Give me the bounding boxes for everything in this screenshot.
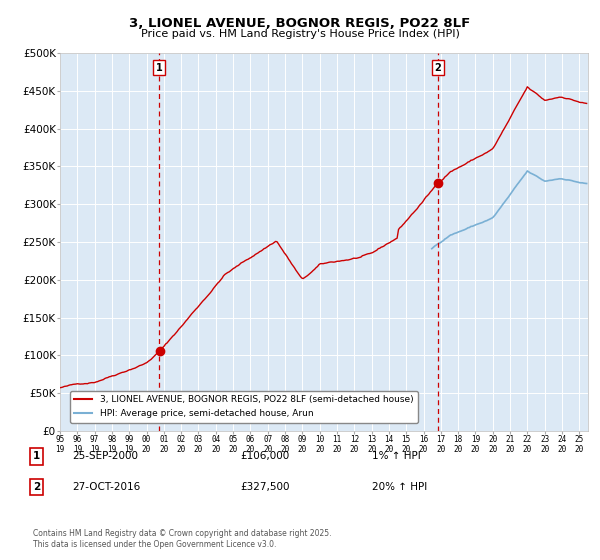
Text: £327,500: £327,500	[240, 482, 290, 492]
Text: 20% ↑ HPI: 20% ↑ HPI	[372, 482, 427, 492]
Text: 3, LIONEL AVENUE, BOGNOR REGIS, PO22 8LF: 3, LIONEL AVENUE, BOGNOR REGIS, PO22 8LF	[130, 17, 470, 30]
Text: 2: 2	[434, 63, 441, 73]
Text: Price paid vs. HM Land Registry's House Price Index (HPI): Price paid vs. HM Land Registry's House …	[140, 29, 460, 39]
Legend: 3, LIONEL AVENUE, BOGNOR REGIS, PO22 8LF (semi-detached house), HPI: Average pri: 3, LIONEL AVENUE, BOGNOR REGIS, PO22 8LF…	[70, 391, 418, 422]
Text: 2: 2	[33, 482, 40, 492]
Text: 1: 1	[156, 63, 163, 73]
Text: 25-SEP-2000: 25-SEP-2000	[72, 451, 138, 461]
Text: Contains HM Land Registry data © Crown copyright and database right 2025.
This d: Contains HM Land Registry data © Crown c…	[33, 529, 331, 549]
Text: 1: 1	[33, 451, 40, 461]
Text: 1% ↑ HPI: 1% ↑ HPI	[372, 451, 421, 461]
Text: £106,000: £106,000	[240, 451, 289, 461]
Text: 27-OCT-2016: 27-OCT-2016	[72, 482, 140, 492]
